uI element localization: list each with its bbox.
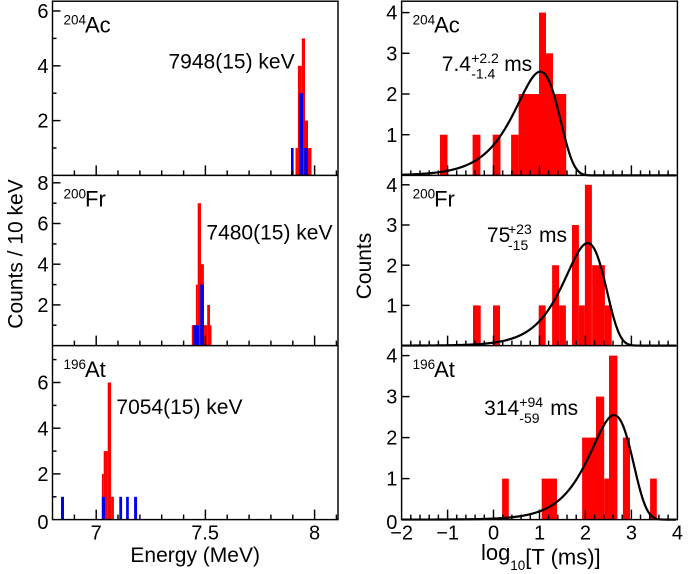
svg-text:204: 204	[64, 13, 87, 28]
svg-text:8: 8	[309, 522, 320, 544]
svg-text:0: 0	[488, 522, 499, 544]
svg-text:2: 2	[386, 84, 397, 106]
svg-text:ms: ms	[504, 53, 532, 76]
svg-text:2: 2	[37, 464, 48, 486]
svg-text:0: 0	[37, 512, 48, 534]
svg-text:Fr: Fr	[85, 187, 106, 212]
svg-text:+94: +94	[519, 394, 543, 410]
svg-text:314: 314	[484, 397, 519, 420]
svg-text:0: 0	[386, 512, 397, 534]
svg-text:3: 3	[626, 522, 637, 544]
svg-text:+2.2: +2.2	[471, 50, 499, 66]
svg-text:4: 4	[37, 254, 48, 276]
svg-text:200: 200	[64, 187, 87, 202]
svg-text:At: At	[85, 357, 106, 382]
svg-text:−2: −2	[390, 522, 413, 544]
svg-text:7480(15) keV: 7480(15) keV	[206, 222, 332, 245]
svg-text:1: 1	[386, 469, 397, 491]
svg-text:10: 10	[510, 558, 525, 573]
svg-text:2: 2	[37, 295, 48, 317]
svg-text:200: 200	[413, 187, 436, 202]
svg-text:-1.4: -1.4	[471, 66, 495, 82]
svg-text:ms: ms	[539, 224, 567, 247]
svg-text:-59: -59	[519, 410, 539, 426]
svg-text:Ac: Ac	[434, 12, 460, 37]
svg-text:4: 4	[37, 56, 48, 78]
svg-text:4: 4	[37, 418, 48, 440]
svg-text:4: 4	[386, 346, 397, 368]
svg-text:1: 1	[534, 522, 545, 544]
svg-text:3: 3	[386, 215, 397, 237]
svg-text:4: 4	[672, 522, 683, 544]
svg-text:At: At	[434, 357, 455, 382]
svg-text:Fr: Fr	[434, 187, 455, 212]
svg-text:+23: +23	[508, 221, 532, 237]
svg-text:8: 8	[37, 173, 48, 195]
svg-text:1: 1	[386, 125, 397, 147]
svg-text:204: 204	[413, 13, 436, 28]
svg-text:[T (ms)]: [T (ms)]	[525, 545, 600, 570]
svg-text:3: 3	[386, 43, 397, 65]
svg-text:2: 2	[386, 428, 397, 450]
svg-text:6: 6	[37, 214, 48, 236]
svg-text:7: 7	[91, 522, 102, 544]
svg-text:−1: −1	[436, 522, 459, 544]
svg-text:7.4: 7.4	[442, 53, 472, 76]
svg-text:196: 196	[64, 357, 87, 372]
svg-text:2: 2	[386, 255, 397, 277]
svg-text:log: log	[481, 540, 510, 565]
svg-text:196: 196	[413, 357, 436, 372]
svg-text:6: 6	[37, 1, 48, 23]
svg-text:ms: ms	[550, 397, 578, 420]
svg-text:3: 3	[386, 387, 397, 409]
svg-text:75: 75	[487, 224, 510, 247]
svg-text:Counts: Counts	[353, 233, 376, 300]
svg-text:Counts / 10 keV: Counts / 10 keV	[4, 179, 27, 328]
svg-text:1: 1	[386, 296, 397, 318]
svg-text:7.5: 7.5	[191, 522, 219, 544]
svg-text:4: 4	[386, 175, 397, 197]
svg-text:-15: -15	[508, 237, 528, 253]
svg-text:2: 2	[37, 111, 48, 133]
svg-text:7948(15) keV: 7948(15) keV	[169, 51, 295, 74]
svg-text:4: 4	[386, 3, 397, 25]
svg-text:Ac: Ac	[85, 12, 111, 37]
svg-text:6: 6	[37, 373, 48, 395]
svg-text:2: 2	[580, 522, 591, 544]
svg-text:Energy (MeV): Energy (MeV)	[130, 544, 260, 567]
svg-text:7054(15) keV: 7054(15) keV	[116, 396, 242, 419]
